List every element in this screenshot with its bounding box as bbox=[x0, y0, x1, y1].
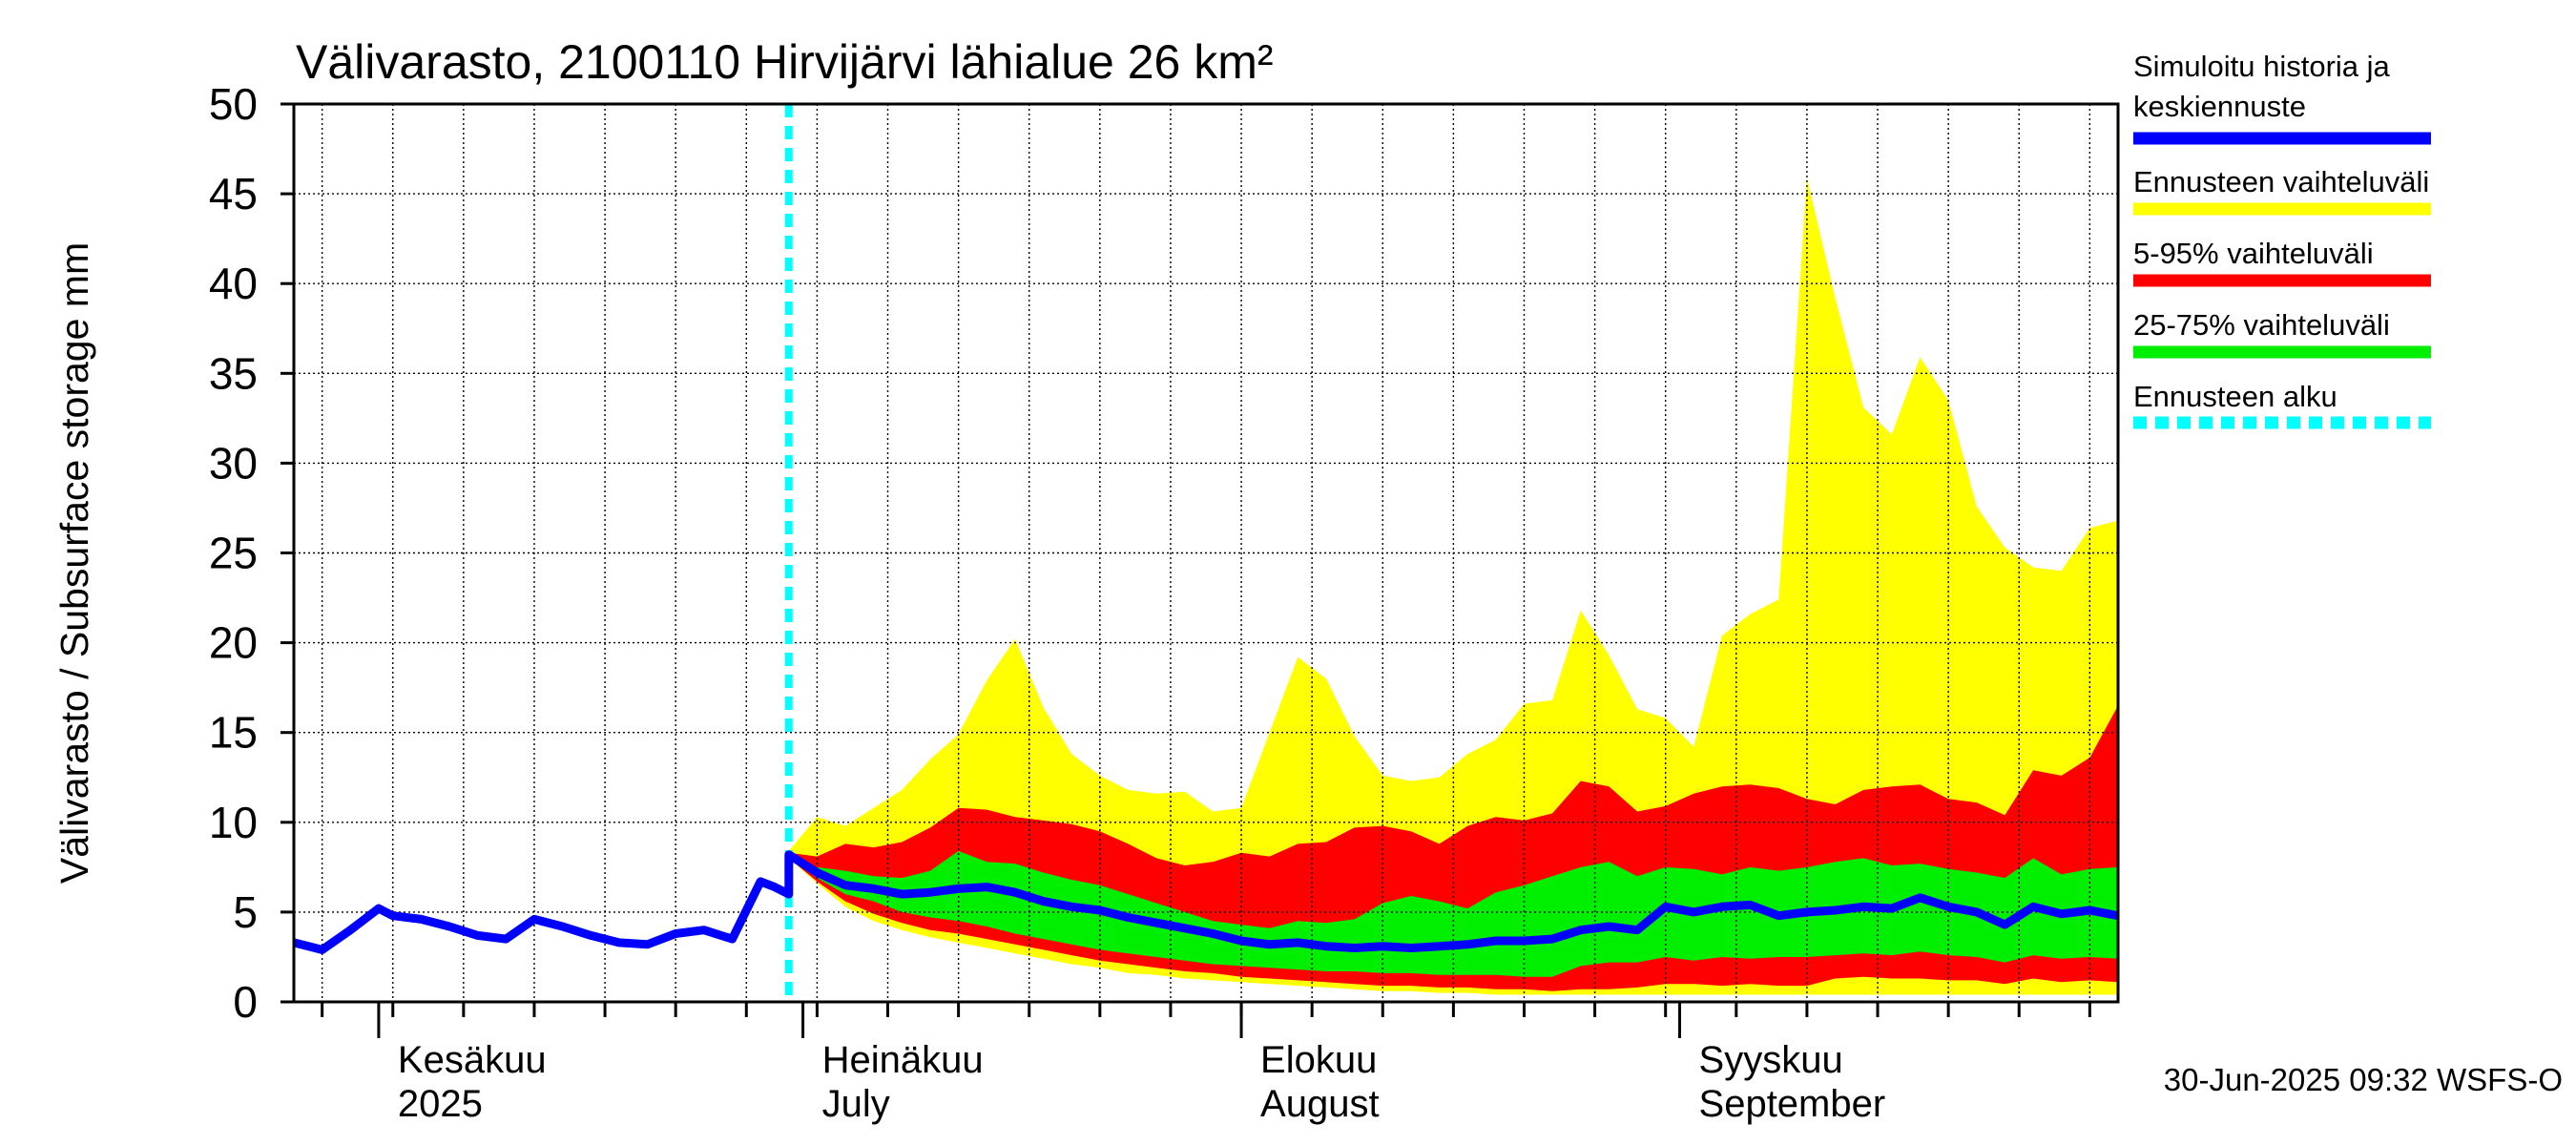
legend-label: Ennusteen alku bbox=[2133, 380, 2337, 413]
x-month-label: Syyskuu bbox=[1699, 1039, 1843, 1081]
x-month-sublabel: July bbox=[822, 1083, 890, 1125]
x-month-sublabel: 2025 bbox=[398, 1083, 483, 1125]
legend-label: Simuloitu historia ja bbox=[2133, 50, 2391, 83]
chart-title: Välivarasto, 2100110 Hirvijärvi lähialue… bbox=[296, 35, 1274, 89]
y-tick-label: 30 bbox=[209, 438, 258, 488]
y-tick-label: 35 bbox=[209, 348, 258, 398]
legend-label: 5-95% vaihteluväli bbox=[2133, 237, 2374, 270]
y-tick-label: 15 bbox=[209, 708, 258, 758]
y-axis-label: Välivarasto / Subsurface storage mm bbox=[52, 242, 96, 884]
legend-sublabel: keskiennuste bbox=[2133, 90, 2306, 123]
x-month-label: Kesäkuu bbox=[398, 1039, 547, 1081]
legend-label: 25-75% vaihteluväli bbox=[2133, 308, 2390, 342]
legend: Simuloitu historia ja keskiennuste Ennuste… bbox=[2133, 50, 2431, 429]
p25-75-band bbox=[788, 850, 2118, 977]
y-tick-label: 40 bbox=[209, 259, 258, 308]
x-month-sublabel: August bbox=[1260, 1083, 1380, 1125]
y-tick-label: 10 bbox=[209, 798, 258, 847]
y-tick-label: 45 bbox=[209, 169, 258, 219]
y-tick-label: 20 bbox=[209, 618, 258, 668]
x-month-label: Heinäkuu bbox=[822, 1039, 984, 1081]
mean-forecast-line bbox=[294, 850, 2118, 954]
legend-label: Ennusteen vaihteluväli bbox=[2133, 165, 2429, 198]
timestamp-label: 30-Jun-2025 09:32 WSFS-O bbox=[2164, 1062, 2563, 1097]
y-tick-label: 0 bbox=[233, 977, 258, 1027]
y-tick-label: 50 bbox=[209, 79, 258, 129]
grid bbox=[294, 104, 2118, 1002]
y-axis: 0 5 10 15 20 25 30 35 40 45 50 bbox=[209, 79, 294, 1027]
full-range-band bbox=[788, 177, 2118, 995]
y-tick-label: 5 bbox=[233, 887, 258, 937]
x-month-label: Elokuu bbox=[1260, 1039, 1377, 1081]
y-tick-label: 25 bbox=[209, 529, 258, 578]
x-month-sublabel: September bbox=[1699, 1083, 1886, 1125]
